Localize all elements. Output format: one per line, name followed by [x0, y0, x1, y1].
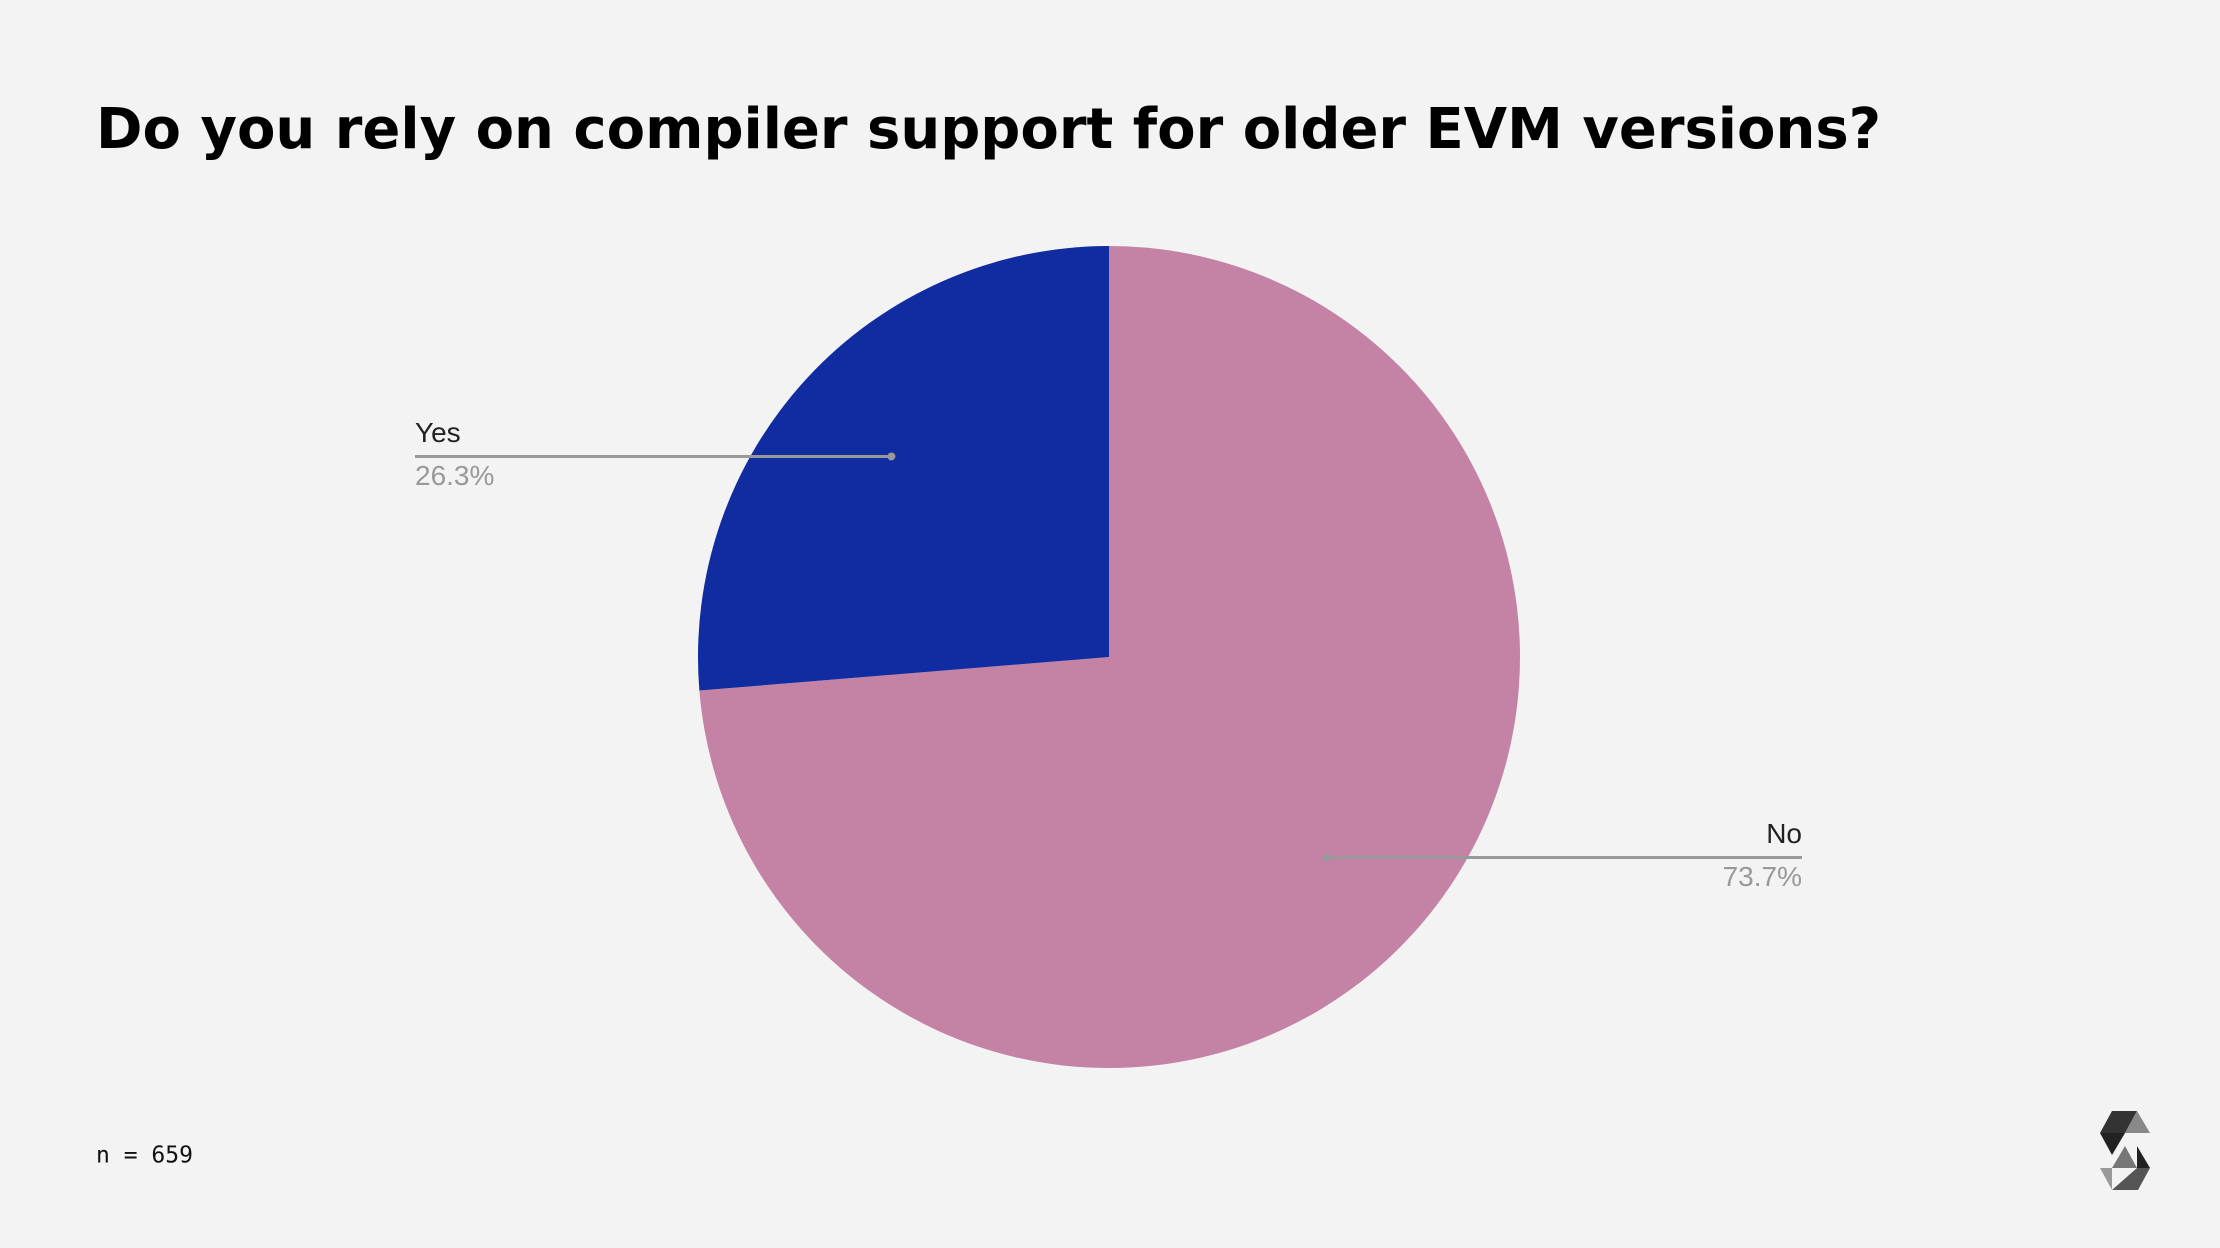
chart-title: Do you rely on compiler support for olde…: [96, 97, 1881, 162]
pie-slice: [699, 246, 1520, 1068]
slice-label: Yes: [415, 417, 461, 448]
logo: [2100, 1111, 2150, 1190]
leader-dot: [887, 452, 896, 461]
pie-slice: [698, 246, 1109, 691]
annotation: n = 659: [96, 1143, 193, 1169]
slice-label: No: [1766, 818, 1802, 849]
value-label: 73.7%: [1723, 861, 1802, 892]
leader-dot: [1322, 853, 1331, 862]
value-label: 26.3%: [415, 460, 494, 491]
